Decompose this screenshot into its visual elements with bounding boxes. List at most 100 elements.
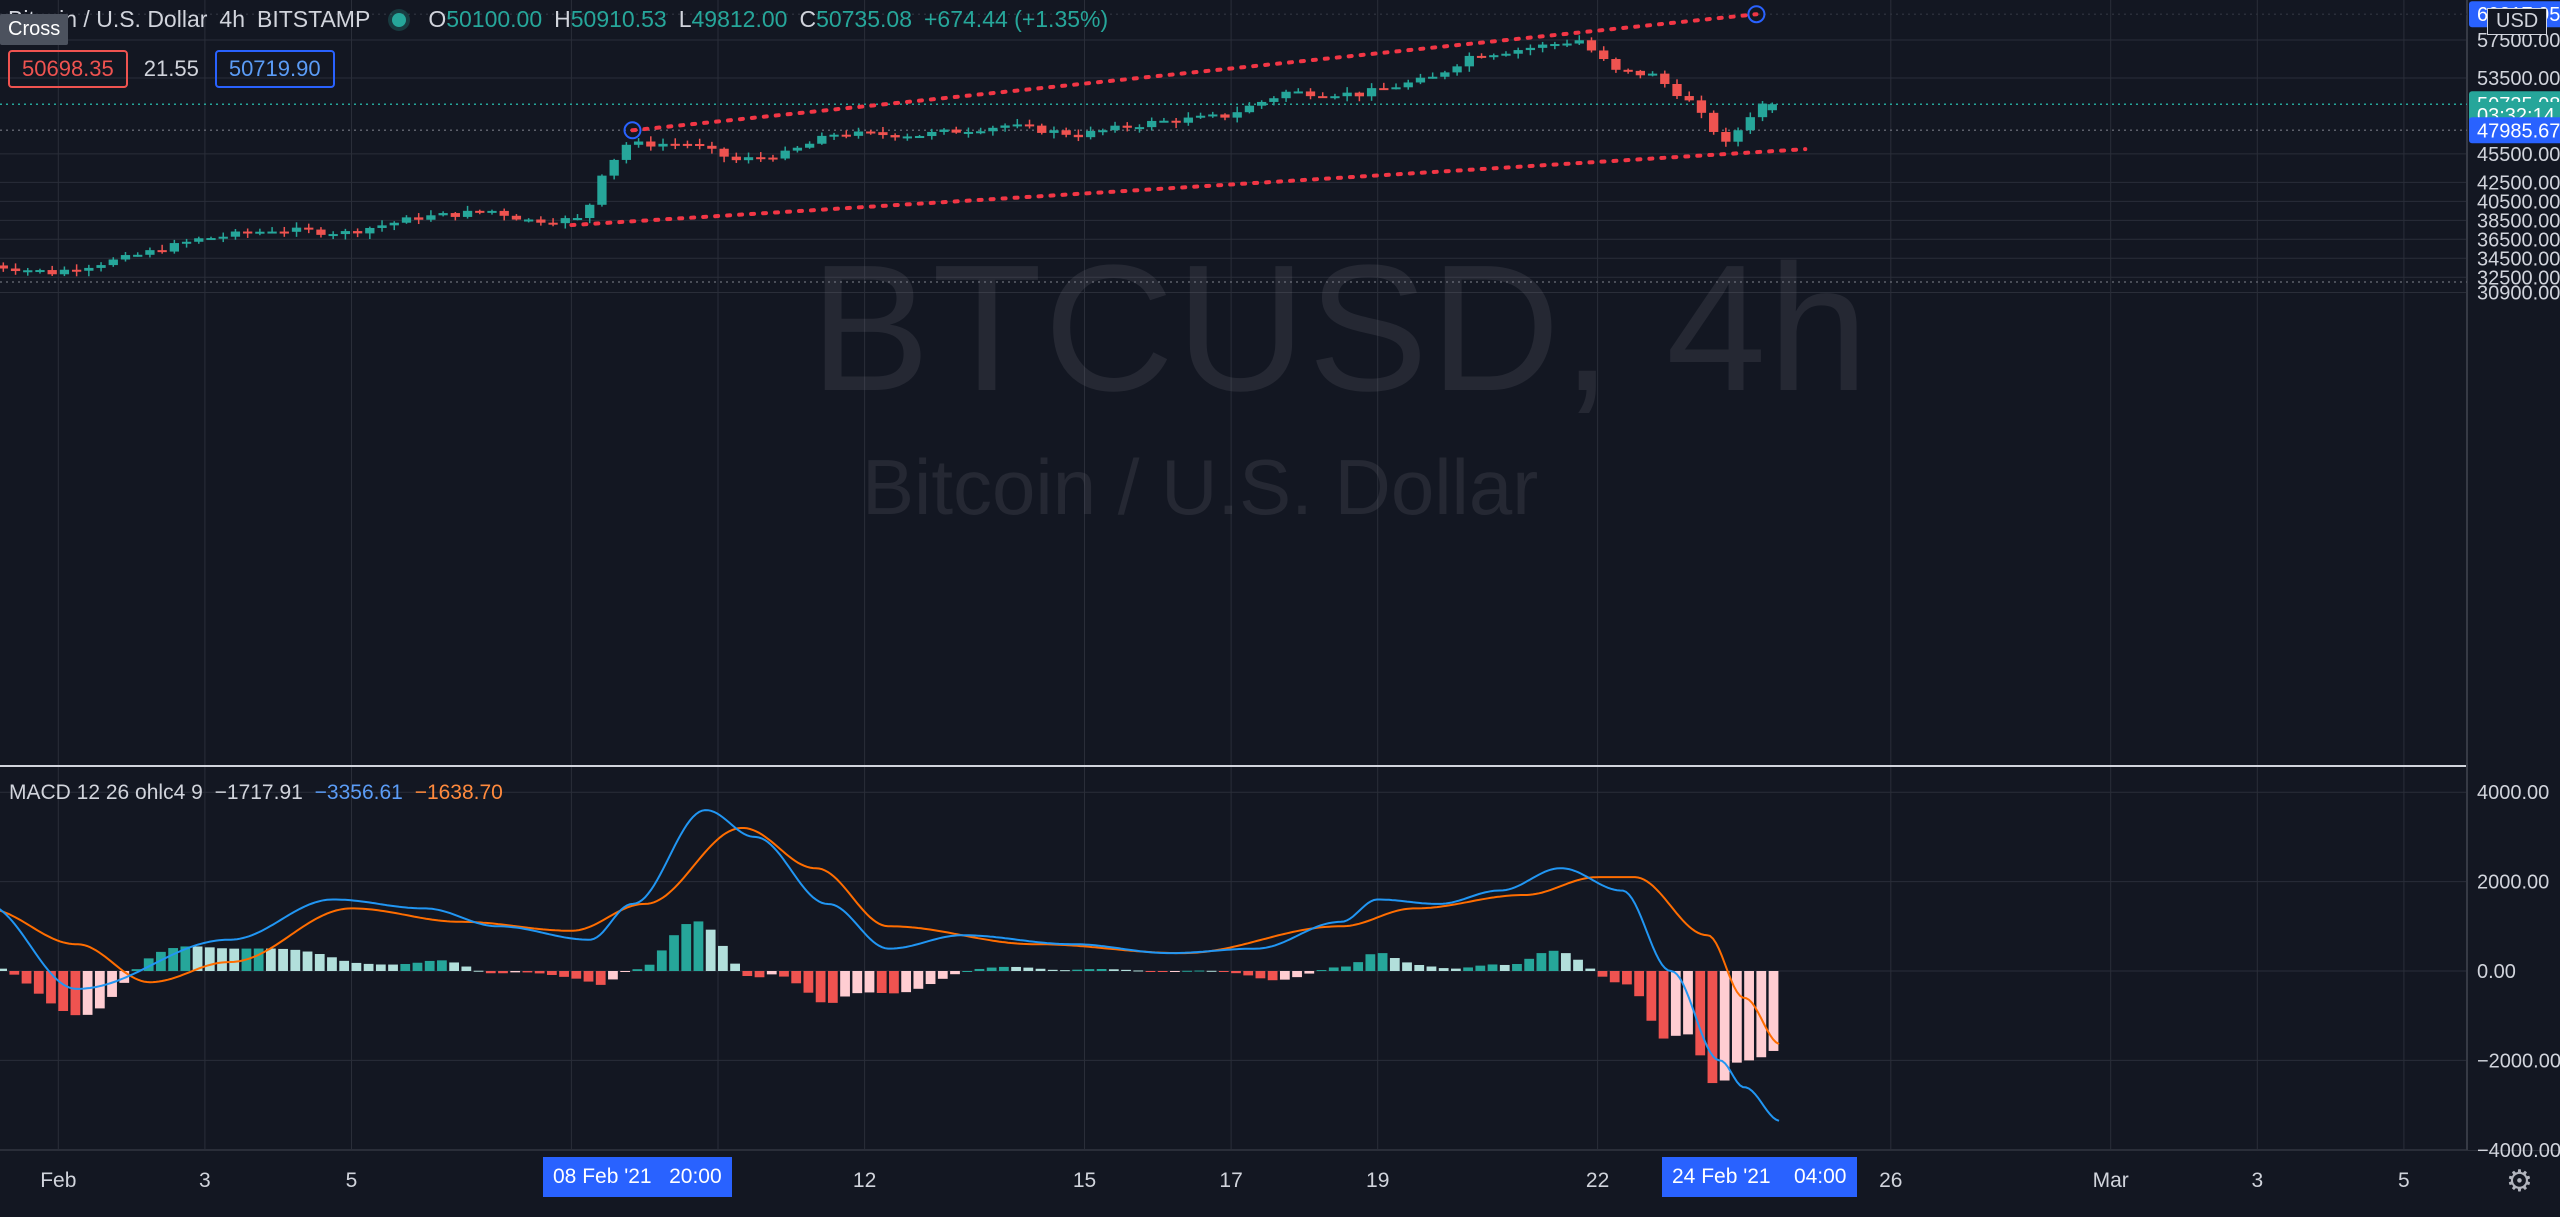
macd-hist-bar-25 bbox=[290, 949, 301, 971]
candle-116 bbox=[1403, 79, 1413, 90]
candle-121 bbox=[1464, 52, 1474, 72]
candle-133 bbox=[1611, 57, 1621, 73]
candle-body bbox=[1085, 130, 1096, 138]
macd-tick-2: 0.00 bbox=[2477, 961, 2516, 983]
macd-legend[interactable]: MACD 12 26 ohlc4 9 −1717.91 −3356.61 −16… bbox=[9, 781, 509, 805]
macd-hist-bar-63 bbox=[754, 971, 765, 978]
macd-hist-bar-47 bbox=[559, 971, 569, 977]
candle-body bbox=[1342, 92, 1352, 97]
candle-135 bbox=[1635, 69, 1646, 79]
candle-25 bbox=[291, 222, 302, 237]
macd-hist-bar-54 bbox=[644, 964, 655, 971]
candle-90 bbox=[1085, 126, 1096, 140]
candle-body bbox=[817, 135, 827, 144]
buy-button[interactable]: 50719.90 bbox=[214, 50, 335, 88]
price-tag-bg bbox=[2469, 117, 2560, 144]
macd-tick-1: 2000.00 bbox=[2477, 872, 2549, 894]
candle-124 bbox=[1501, 51, 1511, 57]
candle-129 bbox=[1562, 39, 1572, 48]
macd-hist-bar-32 bbox=[375, 964, 386, 971]
candle-118 bbox=[1428, 72, 1438, 79]
macd-hist-bar-83 bbox=[998, 966, 1009, 971]
candle-89 bbox=[1073, 129, 1084, 142]
candle-body bbox=[511, 215, 522, 220]
macd-hist-bar-99 bbox=[1194, 970, 1205, 972]
price-tag-3: 47985.67 bbox=[2469, 117, 2560, 144]
settings-gear-icon[interactable]: ⚙ bbox=[2506, 1165, 2533, 1198]
sell-button[interactable]: 50698.35 bbox=[8, 50, 128, 88]
candle-136 bbox=[1647, 71, 1658, 77]
candle-56 bbox=[670, 138, 680, 150]
price-tick-9: 30900.00 bbox=[2477, 282, 2560, 304]
macd-hist-bar-55 bbox=[656, 950, 667, 971]
candle-body bbox=[1195, 115, 1206, 118]
candle-body bbox=[23, 270, 33, 273]
macd-hist-bar-90 bbox=[1084, 969, 1095, 971]
candle-111 bbox=[1342, 87, 1352, 102]
candle-body bbox=[1574, 40, 1584, 44]
macd-hist-bar-12 bbox=[131, 969, 142, 971]
macd-hist-bar-40 bbox=[473, 970, 484, 972]
candle-79 bbox=[951, 126, 961, 134]
macd-hist-bar-81 bbox=[974, 968, 985, 971]
candle-51 bbox=[609, 158, 619, 180]
macd-hist-bar-132 bbox=[1597, 971, 1608, 977]
candle-11 bbox=[120, 251, 131, 262]
macd-hist-bar-133 bbox=[1609, 971, 1620, 983]
macd-histogram-value: −1717.91 bbox=[214, 781, 303, 804]
candle-body bbox=[866, 131, 876, 134]
macd-hist-bar-57 bbox=[681, 924, 692, 971]
candle-37 bbox=[438, 211, 448, 217]
crosshair-date-tag: 08 Feb '21 20:00 bbox=[543, 1157, 732, 1197]
macd-hist-bar-20 bbox=[229, 948, 240, 971]
candle-body bbox=[988, 127, 998, 132]
macd-hist-bar-78 bbox=[937, 971, 948, 979]
candle-33 bbox=[389, 221, 399, 231]
candle-body bbox=[621, 144, 632, 160]
candle-body bbox=[890, 135, 900, 138]
candle-body bbox=[1318, 96, 1328, 99]
candle-body bbox=[1037, 125, 1047, 133]
candle-141 bbox=[1709, 110, 1719, 135]
macd-signal-line bbox=[0, 827, 1780, 1045]
candle-body bbox=[707, 145, 717, 149]
candle-body bbox=[1061, 130, 1071, 135]
candle-body bbox=[169, 243, 180, 252]
currency-button[interactable]: USD bbox=[2487, 8, 2548, 35]
candle-4 bbox=[35, 268, 45, 274]
candle-body bbox=[1767, 104, 1777, 111]
candle-59 bbox=[707, 141, 717, 154]
candle-body bbox=[1684, 96, 1694, 101]
candle-83 bbox=[1000, 123, 1010, 132]
candle-body bbox=[1501, 53, 1511, 56]
macd-hist-bar-108 bbox=[1304, 971, 1315, 974]
macd-hist-bar-135 bbox=[1634, 971, 1645, 997]
candle-88 bbox=[1061, 127, 1071, 138]
candle-body bbox=[1256, 101, 1267, 106]
candle-body bbox=[976, 131, 986, 134]
interval-label[interactable]: 4h bbox=[219, 6, 245, 32]
candles-group bbox=[0, 35, 1777, 277]
candle-body bbox=[401, 217, 412, 223]
macd-hist-bar-4 bbox=[33, 971, 44, 994]
time-tick-1: 3 bbox=[199, 1169, 211, 1192]
time-tick-11: 5 bbox=[2398, 1169, 2410, 1192]
candle-body bbox=[157, 250, 167, 253]
candle-body bbox=[853, 131, 864, 136]
macd-hist-bar-7 bbox=[70, 971, 81, 1016]
candle-3 bbox=[23, 267, 33, 276]
candle-body bbox=[951, 129, 961, 133]
symbol-legend: Bitcoin / U.S. Dollar 4h BITSTAMP O 50100… bbox=[8, 6, 1120, 33]
candle-86 bbox=[1037, 123, 1047, 135]
candle-126 bbox=[1525, 44, 1536, 56]
macd-hist-bar-45 bbox=[534, 971, 545, 974]
candle-body bbox=[1366, 88, 1377, 97]
candle-1 bbox=[0, 262, 8, 272]
candle-body bbox=[670, 143, 680, 146]
macd-hist-bar-95 bbox=[1145, 971, 1156, 972]
candle-body bbox=[1550, 44, 1560, 47]
candle-body bbox=[768, 157, 778, 160]
candle-body bbox=[267, 231, 277, 234]
macd-hist-bar-126 bbox=[1524, 958, 1535, 971]
